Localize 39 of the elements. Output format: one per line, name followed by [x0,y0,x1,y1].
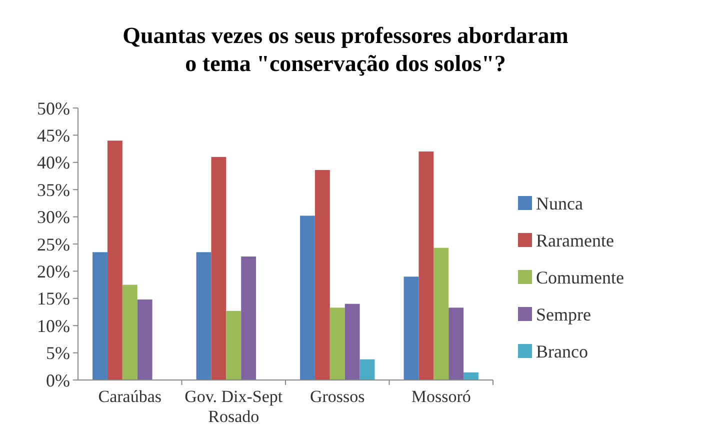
x-tick-label: Grossos [310,387,365,406]
y-tick-label: 15% [37,288,70,309]
y-tick-label: 30% [37,207,70,228]
y-tick-label: 25% [37,234,70,254]
legend-label: Branco [536,341,588,362]
bar [107,140,122,380]
bar [196,252,212,380]
bar [137,299,152,380]
bar [122,284,138,380]
y-tick-label: 5% [46,343,70,364]
x-tick-label: Mossoró [411,387,471,406]
bar [448,308,464,380]
bar [226,310,242,380]
y-tick-label: 20% [37,262,70,282]
x-tick-label: Caraúbas [98,387,162,406]
y-tick-label: 35% [37,180,70,200]
chart-title: Quantas vezes os seus professores abordaram o tema "conservação dos solos"? [122,23,568,76]
y-tick-label: 10% [37,316,70,336]
bar [464,372,478,380]
bar [300,216,315,380]
y-tick-label: 0% [46,370,70,390]
legend-label: Sempre [536,304,591,324]
legend-label: Nunca [536,193,583,214]
bar [241,256,256,380]
y-tick-label: 40% [37,152,70,173]
bar [344,304,360,380]
bar [330,308,345,380]
bar [360,359,375,380]
y-tick-label: 45% [37,126,70,146]
legend-label: Raramente [536,230,614,250]
x-tick-label: Gov. Dix-Sept Rosado [184,387,283,426]
bar [434,248,449,380]
bar [92,252,108,380]
bar [314,170,330,380]
y-tick-label: 50% [37,98,70,118]
legend-label: Comumente [536,267,624,288]
bar [404,276,419,380]
bar [418,152,434,380]
bar [211,156,226,380]
